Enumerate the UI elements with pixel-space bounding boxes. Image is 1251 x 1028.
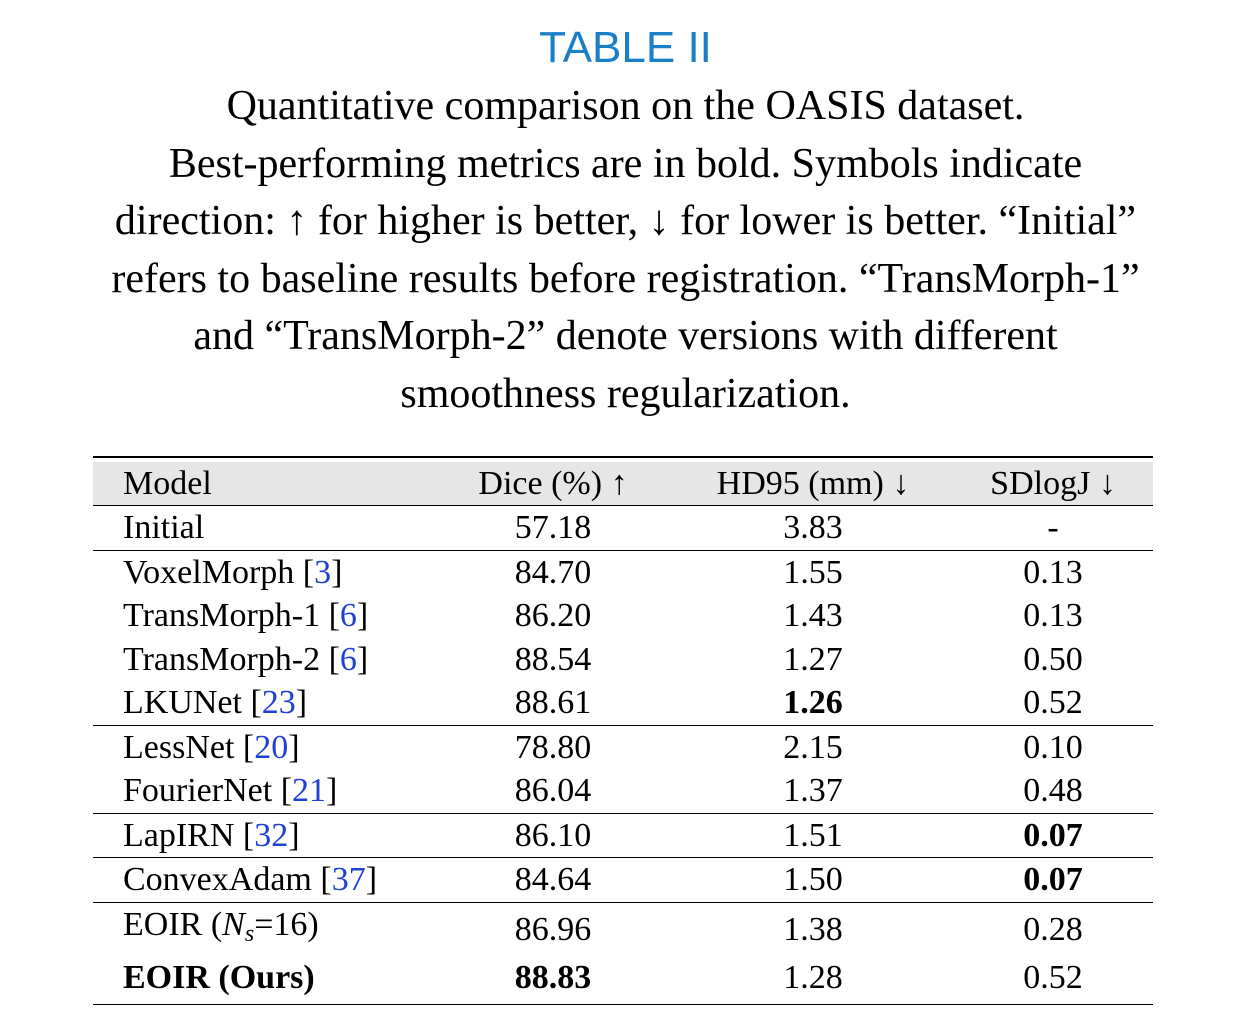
model-name: VoxelMorph xyxy=(123,553,295,591)
cell-hd95: 1.43 xyxy=(783,597,843,635)
cell-model: VoxelMorph [3] xyxy=(93,549,433,595)
citation-link[interactable]: 6 xyxy=(339,597,357,635)
cell-sdlogj: 0.50 xyxy=(1023,640,1083,678)
cell-sdlogj: 0.28 xyxy=(953,901,1153,957)
table-row: FourierNet [21] 86.04 1.37 0.48 xyxy=(93,769,1153,813)
caption-line: direction: ↑ for higher is better, ↓ for… xyxy=(114,198,1137,244)
cell-sdlogj: 0.07 xyxy=(953,812,1153,858)
cell-hd95: 1.28 xyxy=(783,959,843,997)
cell-model: ConvexAdam [37] xyxy=(93,857,433,903)
caption-line: refers to baseline results before regist… xyxy=(111,255,1140,302)
model-name: FourierNet xyxy=(123,772,273,810)
cell-sdlogj: 0.07 xyxy=(953,857,1153,903)
citation-link[interactable]: 23 xyxy=(261,684,296,722)
cell-model: LapIRN [32] xyxy=(93,812,433,858)
cell-dice: 86.10 xyxy=(433,812,673,858)
cell-dice: 84.70 xyxy=(433,549,673,595)
bottom-rule xyxy=(93,1003,1153,1006)
model-name: LapIRN xyxy=(123,816,235,854)
cell-dice: 86.96 xyxy=(433,901,673,957)
cell-model: LKUNet [23] xyxy=(123,684,308,722)
caption-line: Best-performing metrics are in bold. Sym… xyxy=(168,140,1083,187)
cell-dice: 78.80 xyxy=(433,724,673,770)
model-name: LessNet xyxy=(123,728,235,766)
citation-link[interactable]: 6 xyxy=(339,640,357,678)
caption-line: smoothness regularization. xyxy=(400,370,851,417)
cell-dice: 88.61 xyxy=(514,684,592,722)
cell-hd95: 3.83 xyxy=(783,509,843,547)
header-row: Model Dice (%) ↑ HD95 (mm) ↓ SDlogJ ↓ xyxy=(93,461,1153,507)
cell-model: TransMorph-1 [6] xyxy=(123,597,369,635)
table-row: TransMorph-2 [6] 88.54 1.27 0.50 xyxy=(93,638,1153,682)
cell-dice: 84.64 xyxy=(433,857,673,903)
model-name: TransMorph-2 xyxy=(123,640,321,678)
cell-dice: 86.20 xyxy=(514,597,592,635)
model-name-tail: =16) xyxy=(254,905,319,943)
cell-sdlogj: 0.52 xyxy=(1023,684,1083,722)
table-row: TransMorph-1 [6] 86.20 1.43 0.13 xyxy=(93,594,1153,638)
cell-hd95: 1.51 xyxy=(673,812,953,858)
header-sdlogj: SDlogJ ↓ xyxy=(953,461,1153,507)
header-hd95: HD95 (mm) ↓ xyxy=(673,461,953,507)
table-row: LapIRN [32] 86.10 1.51 0.07 xyxy=(93,812,1153,858)
table-row: LessNet [20] 78.80 2.15 0.10 xyxy=(93,724,1153,770)
model-name: LKUNet xyxy=(123,684,242,722)
citation-link[interactable]: 21 xyxy=(292,772,327,810)
model-name: EOIR ( xyxy=(123,905,223,943)
citation-link[interactable]: 20 xyxy=(254,728,289,766)
table-caption: Quantitative comparison on the OASIS dat… xyxy=(10,78,1241,423)
cell-dice: 57.18 xyxy=(514,509,592,547)
cell-dice: 88.83 xyxy=(514,959,592,997)
table-row: ConvexAdam [37] 84.64 1.50 0.07 xyxy=(93,857,1153,903)
header-model: Model xyxy=(93,461,433,507)
model-name-subscript: s xyxy=(244,920,255,947)
cell-model: EOIR (Ours) xyxy=(93,956,433,1000)
header-dice: Dice (%) ↑ xyxy=(433,461,673,507)
cell-hd95: 1.55 xyxy=(673,549,953,595)
cell-dice: 86.04 xyxy=(514,772,592,810)
cell-model: Initial xyxy=(93,506,433,551)
caption-line: and “TransMorph-2” denote versions with … xyxy=(193,313,1058,359)
citation-link[interactable]: 37 xyxy=(331,861,366,899)
table-label: TABLE II xyxy=(539,23,712,72)
cell-hd95: 1.26 xyxy=(783,684,843,722)
table-row: EOIR (Ours) 88.83 1.28 0.52 xyxy=(93,956,1153,1000)
model-name: Initial xyxy=(123,509,205,547)
cell-hd95: 1.27 xyxy=(783,640,843,678)
citation-link[interactable]: 32 xyxy=(254,816,289,854)
cell-sdlogj: 0.48 xyxy=(1023,772,1083,810)
table-row: LKUNet [23] 88.61 1.26 0.52 xyxy=(93,681,1153,725)
top-rule xyxy=(93,456,1153,458)
model-name-variable: N xyxy=(222,905,245,943)
table-body: Initial 57.18 3.83- VoxelMorph [3] 84.70 1.55… xyxy=(93,506,1153,1000)
table-row: EOIR (Ns=16) 86.96 1.38 0.28 xyxy=(93,901,1153,957)
cell-sdlogj: 0.13 xyxy=(1023,597,1083,635)
cell-hd95: 1.50 xyxy=(673,857,953,903)
table-row: VoxelMorph [3] 84.70 1.55 0.13 xyxy=(93,549,1153,595)
model-name: ConvexAdam xyxy=(123,861,312,899)
cell-hd95: 1.38 xyxy=(673,901,953,957)
model-name: EOIR (Ours) xyxy=(123,959,315,997)
cell-sdlogj: - xyxy=(1047,509,1059,547)
cell-dice: 88.54 xyxy=(514,640,592,678)
model-name: TransMorph-1 xyxy=(123,597,321,635)
caption-line: Quantitative comparison on the OASIS dat… xyxy=(226,83,1025,129)
cell-sdlogj: 0.52 xyxy=(1023,959,1083,997)
cell-hd95: 1.37 xyxy=(783,772,843,810)
cell-hd95: 2.15 xyxy=(673,724,953,770)
results-table: Model Dice (%) ↑ HD95 (mm) ↓ SDlogJ ↓ In… xyxy=(93,456,1153,1006)
cell-model: EOIR (Ns=16) xyxy=(93,901,433,957)
cell-model: LessNet [20] xyxy=(93,724,433,770)
cell-model: FourierNet [21] xyxy=(123,772,338,810)
citation-link[interactable]: 3 xyxy=(314,553,332,591)
cell-sdlogj: 0.10 xyxy=(953,724,1153,770)
table-row: Initial 57.18 3.83 - xyxy=(93,506,1153,551)
cell-sdlogj: 0.13 xyxy=(953,549,1153,595)
cell-model: TransMorph-2 [6] xyxy=(123,640,369,678)
